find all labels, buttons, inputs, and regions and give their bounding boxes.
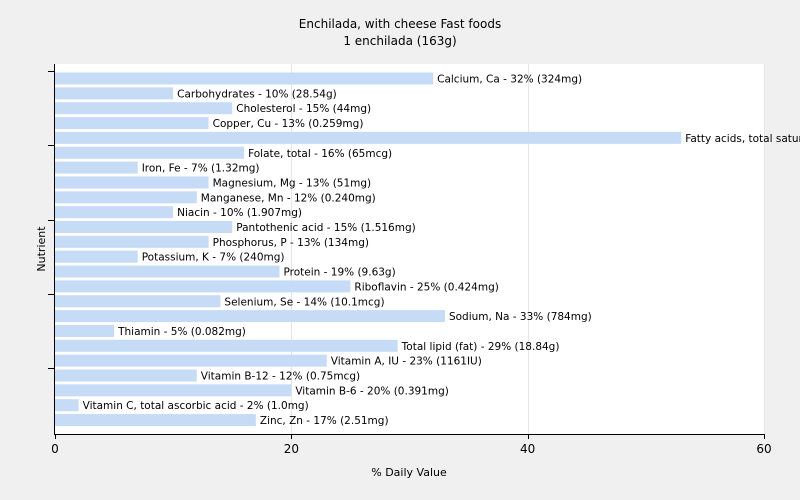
bar (55, 206, 174, 219)
bar (55, 72, 434, 85)
bar-label: Magnesium, Mg - 13% (51mg) (213, 177, 372, 189)
bar-label: Protein - 19% (9.63g) (284, 267, 396, 279)
bar (55, 161, 138, 174)
bar (55, 117, 209, 130)
bar (55, 176, 209, 189)
bar-label: Niacin - 10% (1.907mg) (177, 207, 302, 219)
y-axis-title: Nutrient (35, 226, 48, 272)
bar (55, 339, 398, 352)
bar (55, 191, 197, 204)
bar-label: Fatty acids, total saturated - 53% (10.5… (685, 133, 800, 145)
bar (55, 324, 115, 337)
bar (55, 250, 138, 263)
bar-label: Total lipid (fat) - 29% (18.84g) (401, 341, 560, 353)
bar-label: Vitamin B-12 - 12% (0.75mcg) (201, 371, 360, 383)
x-tick-label: 20 (284, 442, 299, 456)
bar-label: Selenium, Se - 14% (10.1mcg) (224, 296, 384, 308)
bar (55, 414, 256, 427)
bar (55, 399, 79, 412)
bar (55, 146, 245, 159)
x-tick-label: 0 (51, 442, 59, 456)
bar-label: Pantothenic acid - 15% (1.516mg) (236, 222, 415, 234)
chart-subtitle: 1 enchilada (163g) (343, 34, 456, 48)
bar (55, 87, 174, 100)
bar (55, 265, 280, 278)
bar-label: Zinc, Zn - 17% (2.51mg) (260, 415, 389, 427)
bar-label: Vitamin A, IU - 23% (1161IU) (331, 356, 482, 368)
bar (55, 235, 209, 248)
grid-lines (291, 64, 765, 434)
bar-label: Riboflavin - 25% (0.424mg) (354, 281, 498, 293)
bar-labels: Calcium, Ca - 32% (324mg) Carbohydrates -… (83, 74, 800, 428)
bar-label: Potassium, K - 7% (240mg) (142, 252, 285, 264)
bar (55, 221, 233, 233)
bar-label: Calcium, Ca - 32% (324mg) (437, 74, 582, 86)
bar-label: Sodium, Na - 33% (784mg) (449, 311, 592, 323)
x-tick-label: 40 (520, 442, 535, 456)
x-axis-title: % Daily Value (371, 466, 447, 479)
axis-ticks: 0 20 40 60 (48, 71, 772, 456)
bar (55, 102, 233, 115)
bar-label: Folate, total - 16% (65mcg) (248, 148, 392, 160)
x-tick-label: 60 (756, 442, 771, 456)
bar (55, 295, 221, 308)
bar-label: Cholesterol - 15% (44mg) (236, 103, 371, 115)
bar (55, 280, 351, 293)
chart-title: Enchilada, with cheese Fast foods (299, 17, 501, 31)
bar (55, 384, 292, 397)
bar-label: Manganese, Mn - 12% (0.240mg) (201, 192, 376, 204)
bar-label: Vitamin B-6 - 20% (0.391mg) (295, 385, 449, 397)
bars (55, 72, 682, 427)
bar-label: Iron, Fe - 7% (1.32mg) (142, 163, 260, 175)
bar-label: Carbohydrates - 10% (28.54g) (177, 88, 337, 100)
bar (55, 369, 197, 382)
bar (55, 131, 682, 144)
bar-label: Copper, Cu - 13% (0.259mg) (213, 118, 364, 130)
bar (55, 354, 327, 367)
bar-label: Thiamin - 5% (0.082mg) (117, 326, 246, 338)
bar-label: Phosphorus, P - 13% (134mg) (213, 237, 369, 249)
bar (55, 310, 445, 323)
bar-label: Vitamin C, total ascorbic acid - 2% (1.0… (83, 400, 309, 412)
